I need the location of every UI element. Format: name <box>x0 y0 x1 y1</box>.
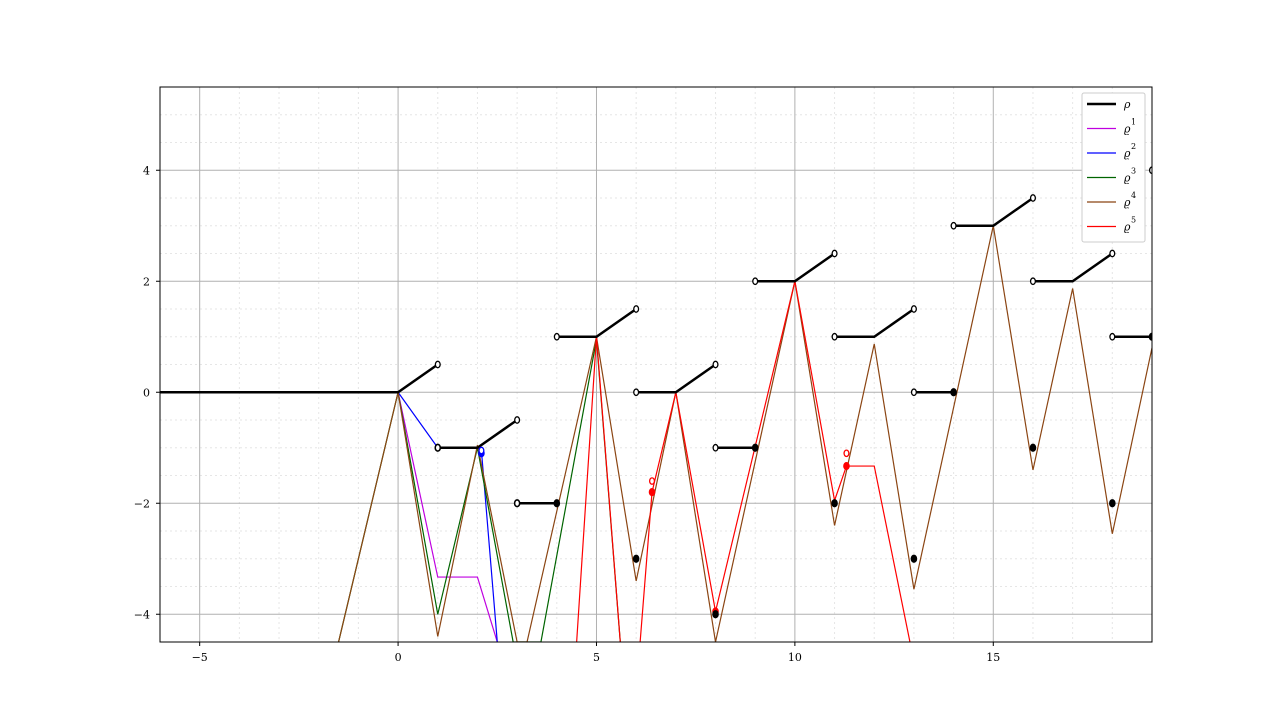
filled-point <box>950 388 957 397</box>
series-line <box>1032 252 1114 283</box>
open-point <box>514 499 521 508</box>
legend-label-superscript: 5 <box>1131 216 1136 225</box>
open-point <box>633 305 640 313</box>
x-tick-label: 15 <box>986 651 1000 664</box>
filled-point <box>751 443 759 452</box>
x-axis-ticks: −5 0 5 10 15 <box>192 642 1000 664</box>
series-line <box>337 225 1152 642</box>
legend-box <box>1081 92 1146 243</box>
y-tick-label: 0 <box>143 386 150 399</box>
series-line <box>437 418 518 449</box>
series-line <box>953 196 1034 227</box>
series-line <box>160 363 439 394</box>
open-point <box>434 360 441 369</box>
series-line <box>337 339 621 642</box>
legend-label: ϱ <box>1124 172 1131 185</box>
legend-label-superscript: 4 <box>1131 191 1136 200</box>
legend-label: ρ <box>1123 98 1131 111</box>
series-line <box>636 363 717 394</box>
filled-point <box>712 610 719 619</box>
filled-point <box>910 554 918 563</box>
open-point <box>1109 332 1116 341</box>
x-tick-label: 10 <box>788 651 802 664</box>
open-point <box>910 305 917 313</box>
legend-label: ϱ <box>1124 196 1131 209</box>
legend-label: ϱ <box>1124 147 1131 160</box>
open-point <box>553 332 560 341</box>
open-point <box>950 221 957 230</box>
filled-point <box>831 499 838 508</box>
series-line <box>834 307 915 338</box>
open-point <box>843 449 850 458</box>
open-point <box>910 388 917 397</box>
legend-label: ϱ <box>1124 221 1131 234</box>
open-point <box>514 416 521 424</box>
points-layer <box>434 166 1152 619</box>
open-point <box>1029 194 1037 202</box>
filled-point <box>648 488 656 497</box>
y-tick-label: −2 <box>134 497 150 510</box>
open-point <box>1029 277 1037 286</box>
x-tick-label: −5 <box>192 651 208 664</box>
open-point <box>752 277 759 286</box>
open-point <box>712 360 719 369</box>
x-tick-label: 0 <box>395 651 402 664</box>
y-tick-label: 2 <box>143 275 150 288</box>
y-tick-label: −4 <box>134 608 150 621</box>
open-point <box>478 446 485 455</box>
series-line <box>576 336 621 642</box>
filled-point <box>843 461 850 471</box>
open-point <box>1109 249 1116 258</box>
open-point <box>633 388 640 397</box>
series-line <box>639 281 911 642</box>
series-layer <box>160 196 1152 642</box>
series-line <box>556 307 637 338</box>
legend-label-superscript: 1 <box>1131 118 1136 127</box>
open-point <box>831 332 838 341</box>
legend-label-superscript: 3 <box>1131 167 1136 176</box>
y-tick-label: 4 <box>143 164 150 177</box>
open-point <box>831 249 838 258</box>
filled-point <box>1029 443 1037 452</box>
x-tick-label: 5 <box>593 651 600 664</box>
open-point <box>712 443 719 452</box>
series-line <box>755 252 836 283</box>
legend-label-superscript: 2 <box>1131 142 1136 151</box>
plot-frame <box>159 86 1153 643</box>
filled-point <box>1109 499 1116 508</box>
open-point <box>648 477 656 485</box>
open-point <box>434 443 441 452</box>
y-axis-ticks: −4 −2 0 2 4 <box>134 164 160 621</box>
filled-point <box>553 499 561 508</box>
series-line <box>160 391 498 642</box>
series-line <box>397 392 498 642</box>
legend-label: ϱ <box>1124 123 1131 136</box>
filled-point <box>632 554 640 563</box>
